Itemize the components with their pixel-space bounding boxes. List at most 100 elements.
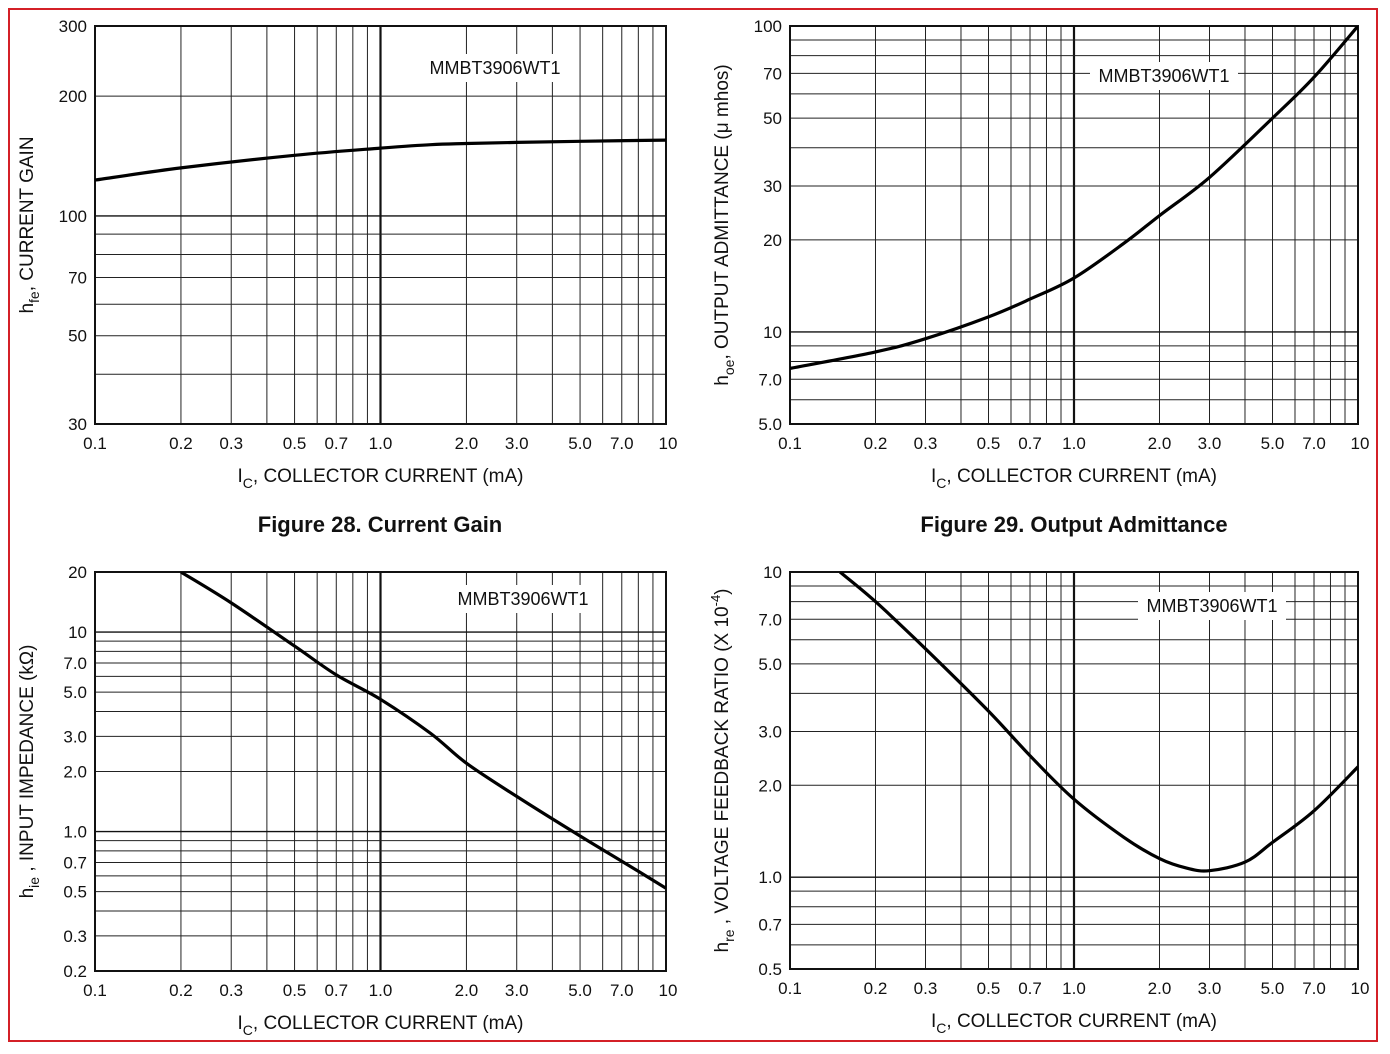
x-tick-label: 1.0 — [1062, 979, 1086, 998]
x-tick-label: 7.0 — [1302, 979, 1326, 998]
plot-border — [789, 25, 1359, 425]
figure-28-caption: Figure 28. Current Gain — [257, 512, 503, 537]
x-tick-label: 1.0 — [369, 981, 393, 1000]
y-tick-label: 20 — [763, 231, 782, 250]
y-axis-label-group: hoe, OUTPUT ADMITTANCE (μ mhos) — [712, 64, 737, 385]
y-tick-label: 20 — [68, 563, 87, 582]
series-line — [790, 26, 1358, 370]
y-tick-label: 0.7 — [758, 915, 782, 934]
x-tick-label: 0.5 — [283, 434, 307, 453]
x-axis-label: IC, COLLECTOR CURRENT (mA) — [931, 1011, 1217, 1036]
x-axis-label: IC, COLLECTOR CURRENT (mA) — [237, 1013, 523, 1038]
x-tick-label: 2.0 — [455, 981, 479, 1000]
x-tick-label: 0.1 — [83, 981, 107, 1000]
chart-3: 0.1 0.2 0.3 0.5 0.7 1.0 2.0 3.0 5.0 7.0 100.20.30.… — [17, 563, 677, 1038]
y-tick-label: 5.0 — [758, 415, 782, 434]
y-tick-label: 1.0 — [63, 823, 87, 842]
x-tick-label: 10 — [659, 434, 678, 453]
y-tick-label: 50 — [763, 109, 782, 128]
y-tick-label: 3.0 — [758, 723, 782, 742]
y-tick-label: 5.0 — [758, 655, 782, 674]
y-tick-label: 1.0 — [758, 868, 782, 887]
y-axis-label: hre , VOLTAGE FEEDBACK RATIO (X 10-4) — [708, 589, 737, 953]
y-tick-label: 0.5 — [758, 960, 782, 979]
x-tick-label: 1.0 — [369, 434, 393, 453]
x-tick-label: 0.1 — [778, 979, 802, 998]
x-tick-label: 2.0 — [455, 434, 479, 453]
y-tick-label: 3.0 — [63, 727, 87, 746]
plot-border — [789, 571, 1359, 970]
y-tick-label: 70 — [68, 269, 87, 288]
y-axis-label-group: hre , VOLTAGE FEEDBACK RATIO (X 10-4) — [708, 589, 737, 953]
x-tick-label: 5.0 — [568, 434, 592, 453]
x-tick-label: 2.0 — [1148, 979, 1172, 998]
x-tick-label: 0.2 — [864, 434, 888, 453]
device-annotation: MMBT3906WT1 — [429, 58, 560, 78]
x-axis-label: IC, COLLECTOR CURRENT (mA) — [931, 466, 1217, 491]
plot-border — [94, 571, 667, 972]
x-tick-label: 1.0 — [1062, 434, 1086, 453]
y-tick-label: 50 — [68, 327, 87, 346]
device-annotation: MMBT3906WT1 — [1098, 66, 1229, 86]
x-tick-label: 0.2 — [169, 434, 193, 453]
y-tick-label: 300 — [59, 17, 87, 36]
y-tick-label: 0.7 — [63, 853, 87, 872]
y-tick-label: 7.0 — [63, 654, 87, 673]
y-axis-label: hfe, CURRENT GAIN — [17, 136, 42, 313]
y-tick-label: 7.0 — [758, 370, 782, 389]
y-axis-label-group: hfe, CURRENT GAIN — [17, 136, 42, 313]
x-tick-label: 10 — [1351, 434, 1370, 453]
y-tick-label: 100 — [754, 17, 782, 36]
plot-border — [94, 25, 667, 425]
figure-29-caption: Figure 29. Output Admittance — [920, 512, 1228, 537]
y-tick-label: 0.2 — [63, 962, 87, 981]
x-tick-label: 0.2 — [169, 981, 193, 1000]
y-tick-label: 70 — [763, 64, 782, 83]
y-tick-label: 10 — [763, 563, 782, 582]
x-tick-label: 0.3 — [219, 434, 243, 453]
x-tick-label: 5.0 — [1261, 434, 1285, 453]
x-tick-label: 10 — [659, 981, 678, 1000]
x-tick-label: 0.7 — [1018, 979, 1042, 998]
device-annotation: MMBT3906WT1 — [1146, 596, 1277, 616]
series-line — [838, 572, 1358, 873]
x-tick-label: 3.0 — [1198, 434, 1222, 453]
annotation-bg — [448, 585, 598, 613]
x-tick-label: 0.7 — [324, 981, 348, 1000]
y-tick-label: 2.0 — [758, 776, 782, 795]
x-tick-label: 0.1 — [778, 434, 802, 453]
y-tick-label: 30 — [68, 415, 87, 434]
y-axis-label: hie , INPUT IMPEDANCE (kΩ) — [17, 645, 42, 899]
y-tick-label: 10 — [68, 623, 87, 642]
page-frame — [8, 8, 1378, 1042]
x-tick-label: 10 — [1351, 979, 1370, 998]
x-tick-label: 0.3 — [914, 434, 938, 453]
x-tick-label: 0.1 — [83, 434, 107, 453]
y-tick-label: 10 — [763, 323, 782, 342]
x-tick-label: 0.5 — [977, 979, 1001, 998]
x-tick-label: 0.2 — [864, 979, 888, 998]
y-tick-label: 7.0 — [758, 610, 782, 629]
x-tick-label: 7.0 — [610, 981, 634, 1000]
x-tick-label: 3.0 — [505, 981, 529, 1000]
x-tick-label: 7.0 — [1302, 434, 1326, 453]
y-axis-label-group: hie , INPUT IMPEDANCE (kΩ) — [17, 645, 42, 899]
y-tick-label: 30 — [763, 177, 782, 196]
series-line — [180, 572, 666, 890]
x-tick-label: 3.0 — [505, 434, 529, 453]
chart-2: 0.1 0.2 0.3 0.5 0.7 1.0 2.0 3.0 5.0 7.0 10 5.0 7.0 10… — [712, 17, 1369, 491]
y-tick-label: 5.0 — [63, 683, 87, 702]
y-tick-label: 0.5 — [63, 883, 87, 902]
series-line — [95, 138, 666, 182]
x-tick-label: 0.5 — [283, 981, 307, 1000]
x-tick-label: 0.7 — [1018, 434, 1042, 453]
y-tick-label: 200 — [59, 87, 87, 106]
chart-1: 0.1 0.2 0.3 0.5 0.7 1.0 2.0 3.0 5.0 7.0 10 30 50 70 10… — [17, 17, 677, 491]
x-axis-label: IC, COLLECTOR CURRENT (mA) — [237, 466, 523, 491]
x-tick-label: 0.3 — [219, 981, 243, 1000]
x-tick-label: 5.0 — [1261, 979, 1285, 998]
annotation-bg — [1090, 62, 1238, 90]
y-tick-label: 0.3 — [63, 927, 87, 946]
x-tick-label: 0.7 — [324, 434, 348, 453]
